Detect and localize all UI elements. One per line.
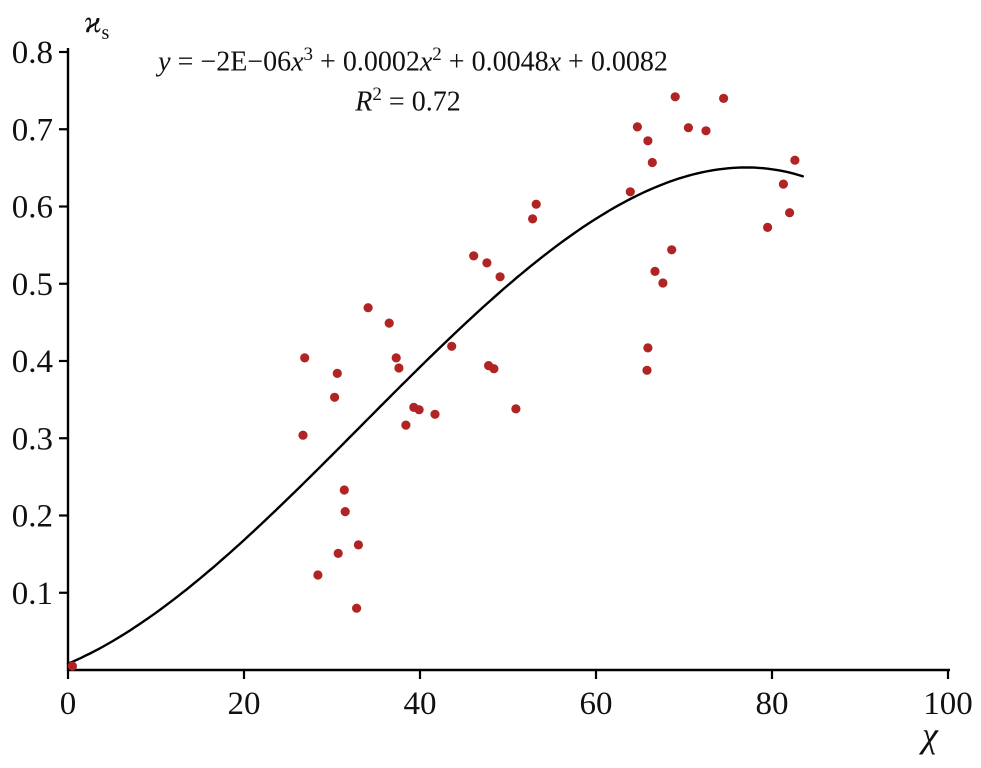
y-tick-label: 0.8	[12, 35, 53, 71]
x-tick-label: 0	[60, 686, 77, 722]
data-point	[670, 92, 680, 102]
data-point	[785, 208, 795, 218]
data-point	[353, 540, 363, 550]
x-tick-label: 60	[580, 686, 613, 722]
text-fragment: = 0.72	[381, 86, 461, 118]
data-point	[763, 222, 773, 232]
x-axis-title: χ	[922, 714, 938, 756]
data-point	[469, 251, 479, 261]
data-point	[332, 368, 342, 378]
text-fragment: 3	[303, 44, 314, 65]
data-point	[352, 603, 362, 613]
data-point	[642, 365, 652, 375]
data-point	[330, 392, 340, 402]
data-point	[339, 485, 349, 495]
data-point	[340, 507, 350, 517]
x-tick-label: 40	[404, 686, 437, 722]
data-point	[298, 430, 308, 440]
data-point	[643, 343, 653, 353]
x-tick-label: 80	[756, 686, 789, 722]
text-fragment: x	[548, 46, 562, 78]
text-fragment: = −2E−06	[170, 46, 292, 78]
text-fragment: + 0.0002	[313, 46, 420, 78]
data-point	[482, 258, 492, 268]
data-point	[531, 199, 541, 209]
text-fragment: χ	[922, 715, 938, 755]
text-fragment: x	[291, 46, 304, 78]
x-tick-label: 20	[228, 686, 261, 722]
data-point	[414, 405, 424, 415]
y-axis-title: ϰs	[84, 4, 109, 45]
text-fragment: x	[419, 46, 433, 78]
data-point	[528, 214, 538, 224]
y-tick-label: 0.5	[12, 267, 53, 303]
data-point	[701, 126, 711, 136]
data-point	[625, 187, 635, 197]
text-fragment: + 0.0082	[561, 46, 668, 78]
y-tick-label: 0.7	[12, 112, 53, 148]
data-point	[495, 272, 505, 282]
text-fragment: 2	[432, 44, 442, 65]
text-fragment: s	[101, 22, 110, 45]
x-tick-label: 100	[923, 686, 973, 722]
data-point	[643, 136, 653, 146]
data-point	[650, 266, 660, 276]
data-point	[363, 303, 373, 313]
data-point	[447, 341, 457, 351]
data-point	[632, 122, 643, 132]
text-fragment: ϰ	[84, 4, 102, 39]
data-point	[647, 157, 657, 168]
data-point	[384, 318, 394, 328]
r-squared-label: R2 = 0.72	[88, 84, 728, 118]
data-point	[333, 548, 343, 559]
data-point	[391, 353, 401, 363]
trendline-curve	[66, 166, 804, 665]
text-fragment: R	[355, 86, 373, 118]
data-point	[401, 420, 411, 430]
text-fragment: y	[158, 46, 171, 78]
data-point	[511, 404, 521, 414]
data-point	[683, 123, 694, 133]
y-tick-label: 0.6	[12, 190, 53, 226]
data-point	[430, 409, 440, 419]
data-point	[67, 661, 77, 671]
text-fragment: + 0.0048	[441, 46, 549, 78]
y-tick-label: 0.1	[12, 576, 53, 612]
equation-label: y = −2E−06x3 + 0.0002x2 + 0.0048x + 0.00…	[88, 44, 738, 78]
y-tick-label: 0.2	[12, 499, 53, 535]
data-point	[394, 363, 404, 373]
data-point	[489, 364, 499, 374]
text-fragment: 2	[372, 84, 382, 105]
data-point	[778, 179, 789, 189]
y-tick-label: 0.4	[12, 344, 53, 380]
data-point	[658, 278, 668, 288]
data-point	[667, 245, 677, 255]
y-tick-label: 0.3	[12, 421, 53, 457]
data-point	[300, 353, 310, 363]
data-point	[719, 93, 729, 103]
data-point	[313, 570, 323, 580]
data-point	[790, 155, 800, 165]
